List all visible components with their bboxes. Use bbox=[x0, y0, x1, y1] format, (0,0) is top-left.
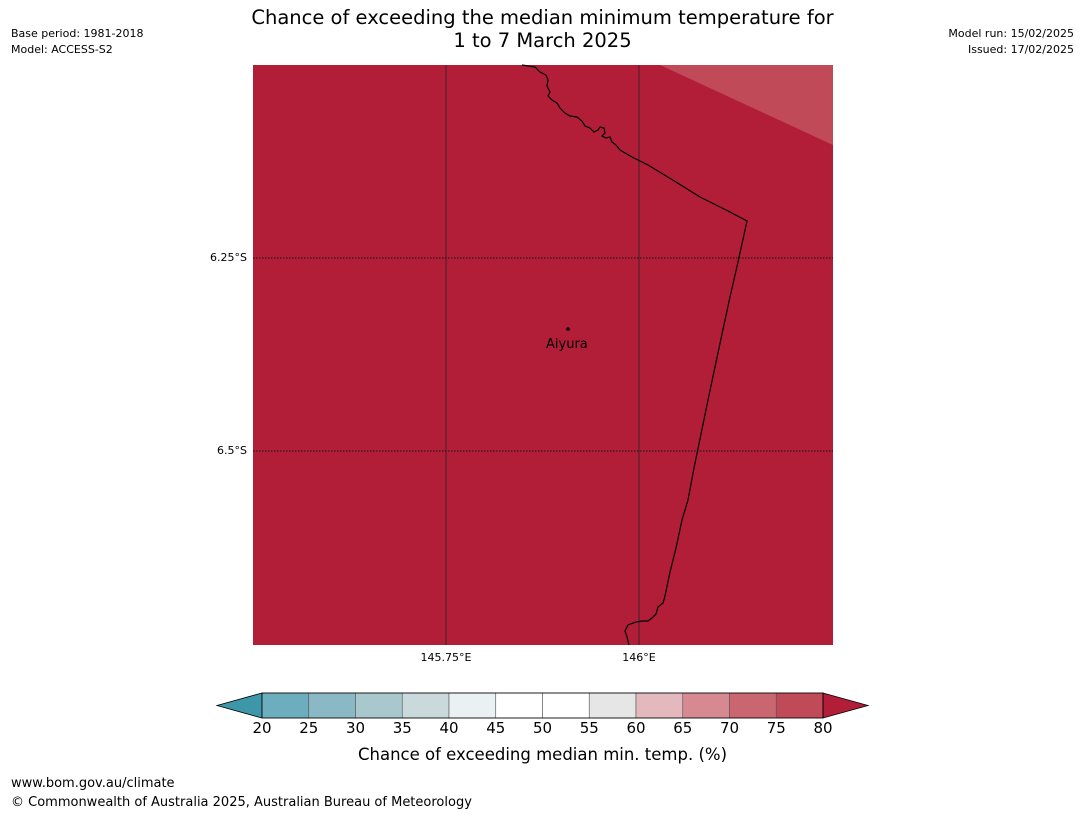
colorbar-segment bbox=[261, 692, 310, 719]
latitude-label-6-25: 6.25°S bbox=[210, 251, 247, 264]
colorbar-tick-label: 65 bbox=[673, 719, 693, 737]
colorbar-tick-label: 20 bbox=[252, 719, 272, 737]
run-info: Model run: 15/02/2025 Issued: 17/02/2025 bbox=[948, 26, 1074, 58]
colorbar-tick-label: 80 bbox=[813, 719, 833, 737]
aiyura-marker-icon bbox=[566, 327, 570, 331]
model-text: Model: ACCESS-S2 bbox=[11, 43, 113, 56]
colorbar-extension-low bbox=[215, 692, 263, 719]
colorbar-tick-label: 70 bbox=[719, 719, 740, 737]
colorbar-segment bbox=[448, 692, 497, 719]
colorbar-tick-label: 60 bbox=[626, 719, 646, 737]
model-run-text: Model run: 15/02/2025 bbox=[948, 27, 1074, 40]
colorbar-segment bbox=[729, 692, 777, 719]
base-period-text: Base period: 1981-2018 bbox=[11, 27, 144, 40]
colorbar-tick-label: 75 bbox=[766, 719, 786, 737]
title-line-2: 1 to 7 March 2025 bbox=[453, 29, 632, 52]
colorbar-segment bbox=[495, 692, 543, 719]
colorbar-label: Chance of exceeding median min. temp. (%… bbox=[357, 745, 728, 764]
probability-fill-corner bbox=[660, 65, 833, 145]
copyright-text: © Commonwealth of Australia 2025, Austra… bbox=[11, 795, 472, 810]
map-title: Chance of exceeding the median minimum t… bbox=[0, 6, 1085, 52]
probability-fill bbox=[253, 65, 833, 645]
province-boundary bbox=[521, 64, 748, 646]
latitude-label-6-5: 6.5°S bbox=[217, 444, 247, 457]
colorbar-tick-label: 35 bbox=[392, 719, 412, 737]
colorbar-tick-label: 40 bbox=[439, 719, 459, 737]
colorbar-segment bbox=[542, 692, 590, 719]
colorbar-segment bbox=[775, 692, 824, 719]
model-info: Base period: 1981-2018 Model: ACCESS-S2 bbox=[11, 26, 143, 58]
colorbar-segment bbox=[682, 692, 730, 719]
title-line-1: Chance of exceeding the median minimum t… bbox=[251, 6, 834, 29]
colorbar-segment bbox=[635, 692, 684, 719]
place-label-aiyura: Aiyura bbox=[546, 337, 588, 352]
website-link[interactable]: www.bom.gov.au/climate bbox=[11, 776, 175, 791]
colorbar-segment bbox=[308, 692, 356, 719]
colorbar-segment bbox=[401, 692, 450, 719]
longitude-label-146: 146°E bbox=[622, 651, 656, 664]
colorbar-segment bbox=[355, 692, 403, 719]
map-canvas bbox=[253, 64, 833, 646]
colorbar-tick-label: 55 bbox=[579, 719, 599, 737]
colorbar-segment bbox=[588, 692, 637, 719]
colorbar-tick-label: 30 bbox=[345, 719, 366, 737]
colorbar-tick-label: 45 bbox=[486, 719, 506, 737]
issued-text: Issued: 17/02/2025 bbox=[967, 43, 1074, 56]
longitude-label-145-75: 145.75°E bbox=[420, 651, 472, 664]
colorbar-tick-label: 50 bbox=[532, 719, 553, 737]
colorbar-extension-high bbox=[822, 692, 870, 719]
colorbar-outline bbox=[261, 692, 824, 719]
colorbar-tick-label: 25 bbox=[299, 719, 319, 737]
